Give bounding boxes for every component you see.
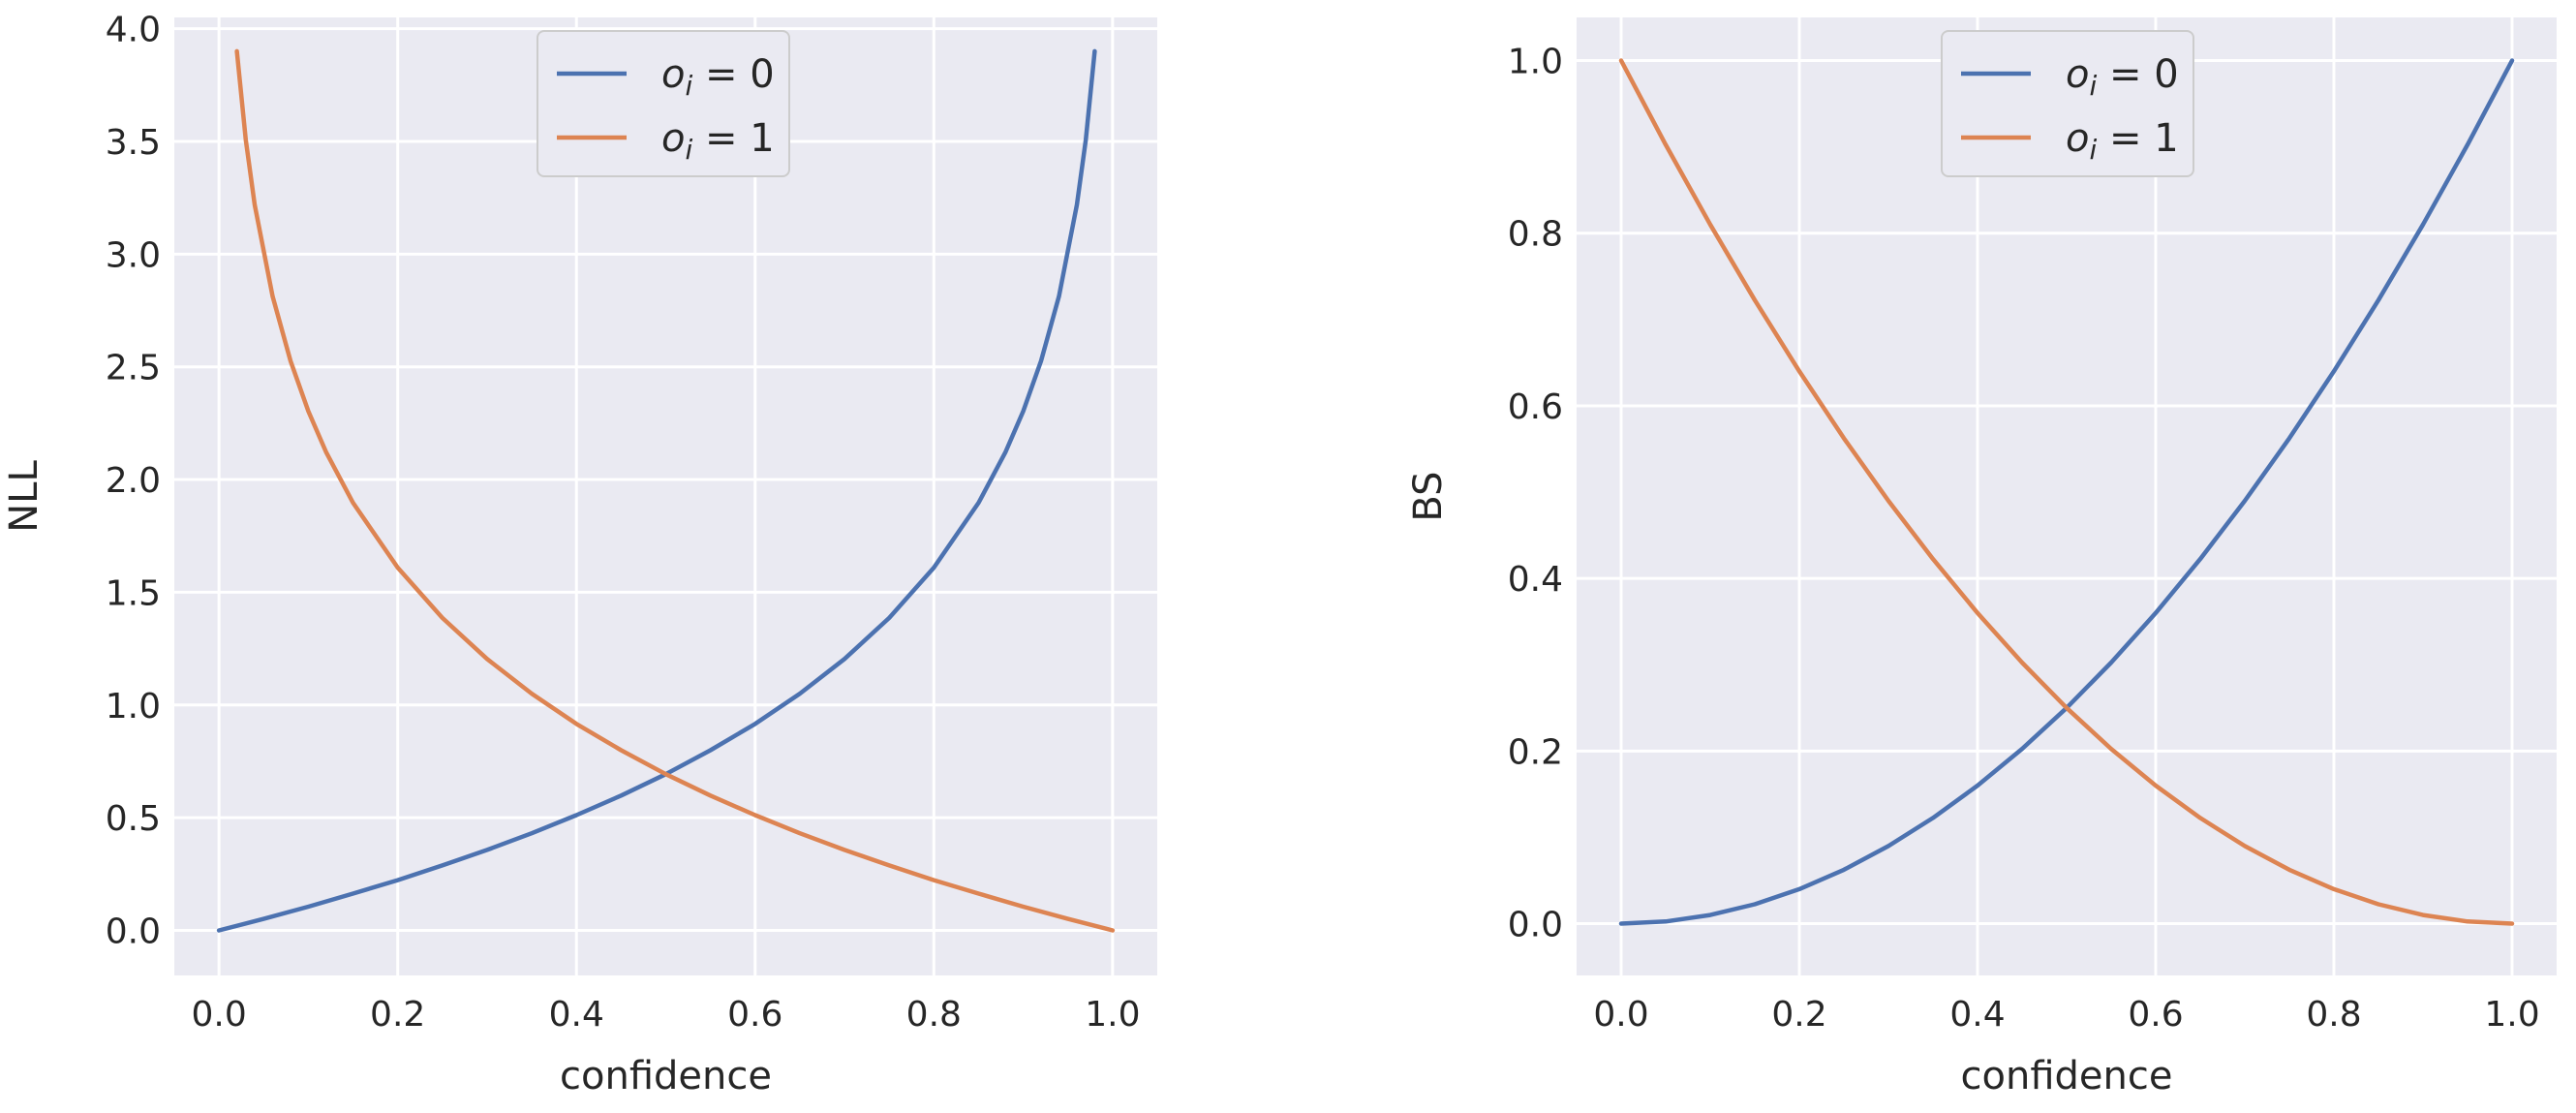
x-axis-label: confidence [560, 1054, 772, 1098]
x-tick-label: 0.8 [906, 995, 962, 1035]
legend-var: o [2066, 52, 2089, 97]
x-axis-label: confidence [1961, 1054, 2173, 1098]
legend-subscript: i [2089, 70, 2097, 102]
y-tick-label: 0.4 [1508, 560, 1563, 600]
x-tick-label: 0.2 [370, 995, 425, 1035]
legend-value: = 1 [2097, 116, 2178, 161]
y-tick-label: 3.0 [106, 235, 161, 275]
series-line-oi-1 [1618, 58, 2515, 926]
y-tick-label: 1.0 [106, 687, 161, 727]
x-tick-label: 1.0 [1085, 995, 1140, 1035]
legend [537, 30, 790, 177]
legend-value: = 0 [2097, 52, 2178, 97]
x-tick-label: 0.6 [2128, 995, 2183, 1035]
x-tick-label: 0.8 [2306, 995, 2361, 1035]
series-line-oi-0 [216, 48, 1097, 933]
y-tick-label: 2.0 [106, 461, 161, 501]
x-tick-label: 0.2 [1771, 995, 1826, 1035]
legend-entry: oi = 1 [2066, 116, 2179, 166]
y-tick-label: 0.5 [106, 799, 161, 839]
legend-entry: oi = 0 [2066, 52, 2179, 102]
bs-chart: 0.0 0.2 0.4 0.6 0.8 1.0 0.0 0.2 0.4 0.6 0.8 1.0 conf… [1406, 17, 2557, 1098]
legend-subscript: i [685, 70, 692, 102]
legend-entry: oi = 1 [661, 116, 775, 166]
legend-subscript: i [2089, 134, 2097, 166]
y-axis-label: BS [1406, 471, 1451, 521]
nll-chart: 0.0 0.2 0.4 0.6 0.8 1.0 0.0 0.5 1.0 1.5 2.0 2.5 3.0 3… [2, 11, 1157, 1098]
y-axis-label: NLL [2, 460, 46, 533]
y-tick-label: 3.5 [106, 123, 161, 163]
x-tick-label: 1.0 [2484, 995, 2539, 1035]
legend-value: = 0 [692, 52, 774, 97]
legend-var: o [661, 52, 685, 97]
series-line-oi-1 [234, 48, 1116, 933]
x-tick-label: 0.6 [727, 995, 782, 1035]
y-tick-label: 0.0 [1508, 906, 1563, 945]
y-tick-label: 0.6 [1508, 387, 1563, 427]
legend-var: o [2066, 116, 2089, 161]
y-tick-label: 4.0 [106, 11, 161, 50]
legend [1941, 30, 2194, 177]
x-tick-label: 0.0 [192, 995, 247, 1035]
legend-entry: oi = 0 [661, 52, 775, 102]
y-tick-label: 2.5 [106, 349, 161, 388]
legend-var: o [661, 116, 685, 161]
y-tick-label: 0.8 [1508, 215, 1563, 255]
y-tick-label: 1.0 [1508, 43, 1563, 82]
x-tick-label: 0.4 [549, 995, 604, 1035]
x-tick-label: 0.0 [1593, 995, 1648, 1035]
y-tick-label: 0.0 [106, 912, 161, 951]
x-tick-label: 0.4 [1949, 995, 2005, 1035]
y-tick-label: 1.5 [106, 573, 161, 613]
y-tick-label: 0.2 [1508, 732, 1563, 772]
legend-subscript: i [685, 134, 692, 166]
legend-value: = 1 [692, 116, 774, 161]
